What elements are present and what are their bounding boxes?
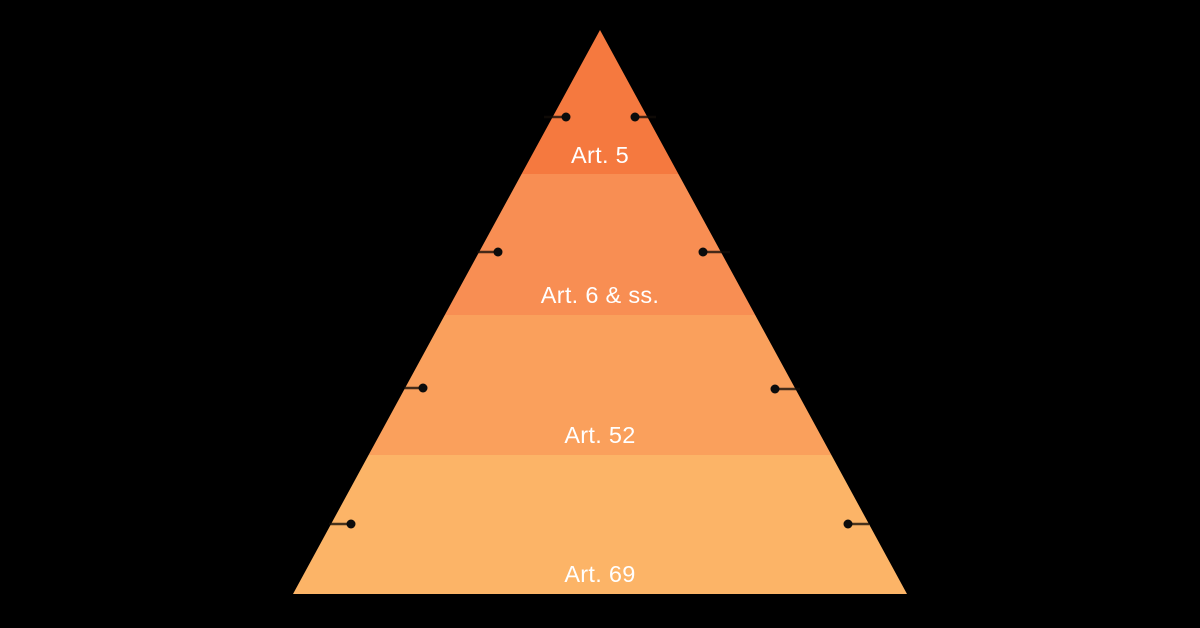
connector-dot-level-3-left [418, 383, 428, 393]
pyramid-level-1-shape [521, 30, 679, 174]
pyramid-level-4-shape [293, 455, 907, 594]
connector-dot-level-2-left [493, 247, 503, 257]
connector-dot-level-1-left [561, 112, 571, 122]
pyramid-level-3-label: Art. 52 [564, 422, 635, 448]
pyramid-level-2-label: Art. 6 & ss. [541, 282, 660, 308]
pyramid-level-2-shape [444, 174, 756, 315]
pyramid-level-3-shape [368, 315, 832, 455]
connector-dot-level-4-right [843, 519, 853, 529]
connector-dot-level-3-right [770, 384, 780, 394]
connector-dot-level-2-right [698, 247, 708, 257]
pyramid-level-4-label: Art. 69 [564, 561, 635, 587]
pyramid-level-1-label: Art. 5 [571, 142, 629, 168]
connector-dot-level-4-left [346, 519, 356, 529]
connector-dot-level-1-right [630, 112, 640, 122]
